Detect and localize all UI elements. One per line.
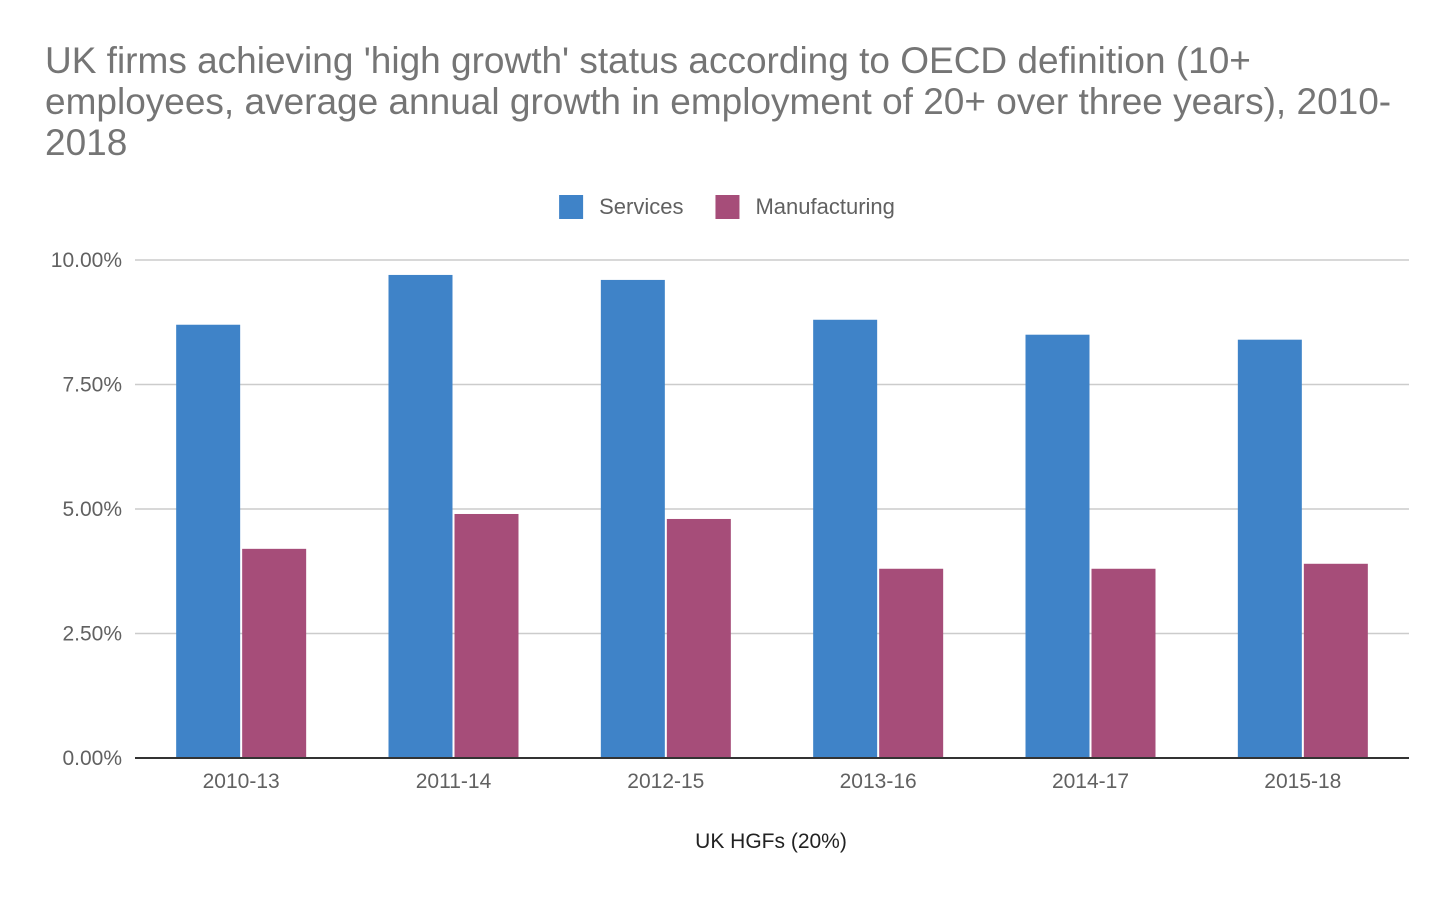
bar-manufacturing-2013-16 [879,568,944,758]
bar-services-2014-17 [1025,334,1090,758]
legend-label-services: Services [599,194,683,219]
gridlines: 0.00% 2.50% 5.00% 7.50% 10.00% [51,249,1409,770]
x-tick-label: 2011-14 [416,770,492,793]
x-tick-label: 2012-15 [627,770,704,793]
y-tick-label: 10.00% [51,249,122,272]
bar-manufacturing-2014-17 [1091,568,1156,758]
bar-services-2011-14 [388,274,453,758]
bar-services-2015-18 [1237,339,1302,758]
legend-swatch-manufacturing [715,195,740,219]
chart-title: UK firms achieving 'high growth' status … [45,40,1392,163]
legend: Services Manufacturing [559,194,895,219]
y-tick-label: 5.00% [62,498,122,521]
bar-manufacturing-2012-15 [666,518,731,758]
bar-services-2013-16 [813,319,878,758]
x-axis: 2010-13 2011-14 2012-15 2013-16 2014-17 2015-… [135,757,1409,793]
y-tick-label: 0.00% [62,747,122,770]
y-tick-label: 2.50% [62,623,122,646]
bar-services-2012-15 [600,279,665,758]
bar-services-2010-13 [176,324,241,758]
legend-swatch-services [559,195,584,219]
x-tick-label: 2013-16 [840,770,917,793]
legend-label-manufacturing: Manufacturing [755,194,894,219]
bars [176,274,1368,758]
bar-manufacturing-2010-13 [242,548,307,758]
bar-manufacturing-2015-18 [1303,563,1368,758]
x-tick-label: 2014-17 [1052,770,1129,793]
x-tick-label: 2015-18 [1264,770,1341,793]
x-axis-title: UK HGFs (20%) [695,830,847,853]
bar-manufacturing-2011-14 [454,513,519,758]
y-tick-label: 7.50% [62,374,122,397]
x-tick-label: 2010-13 [203,770,280,793]
